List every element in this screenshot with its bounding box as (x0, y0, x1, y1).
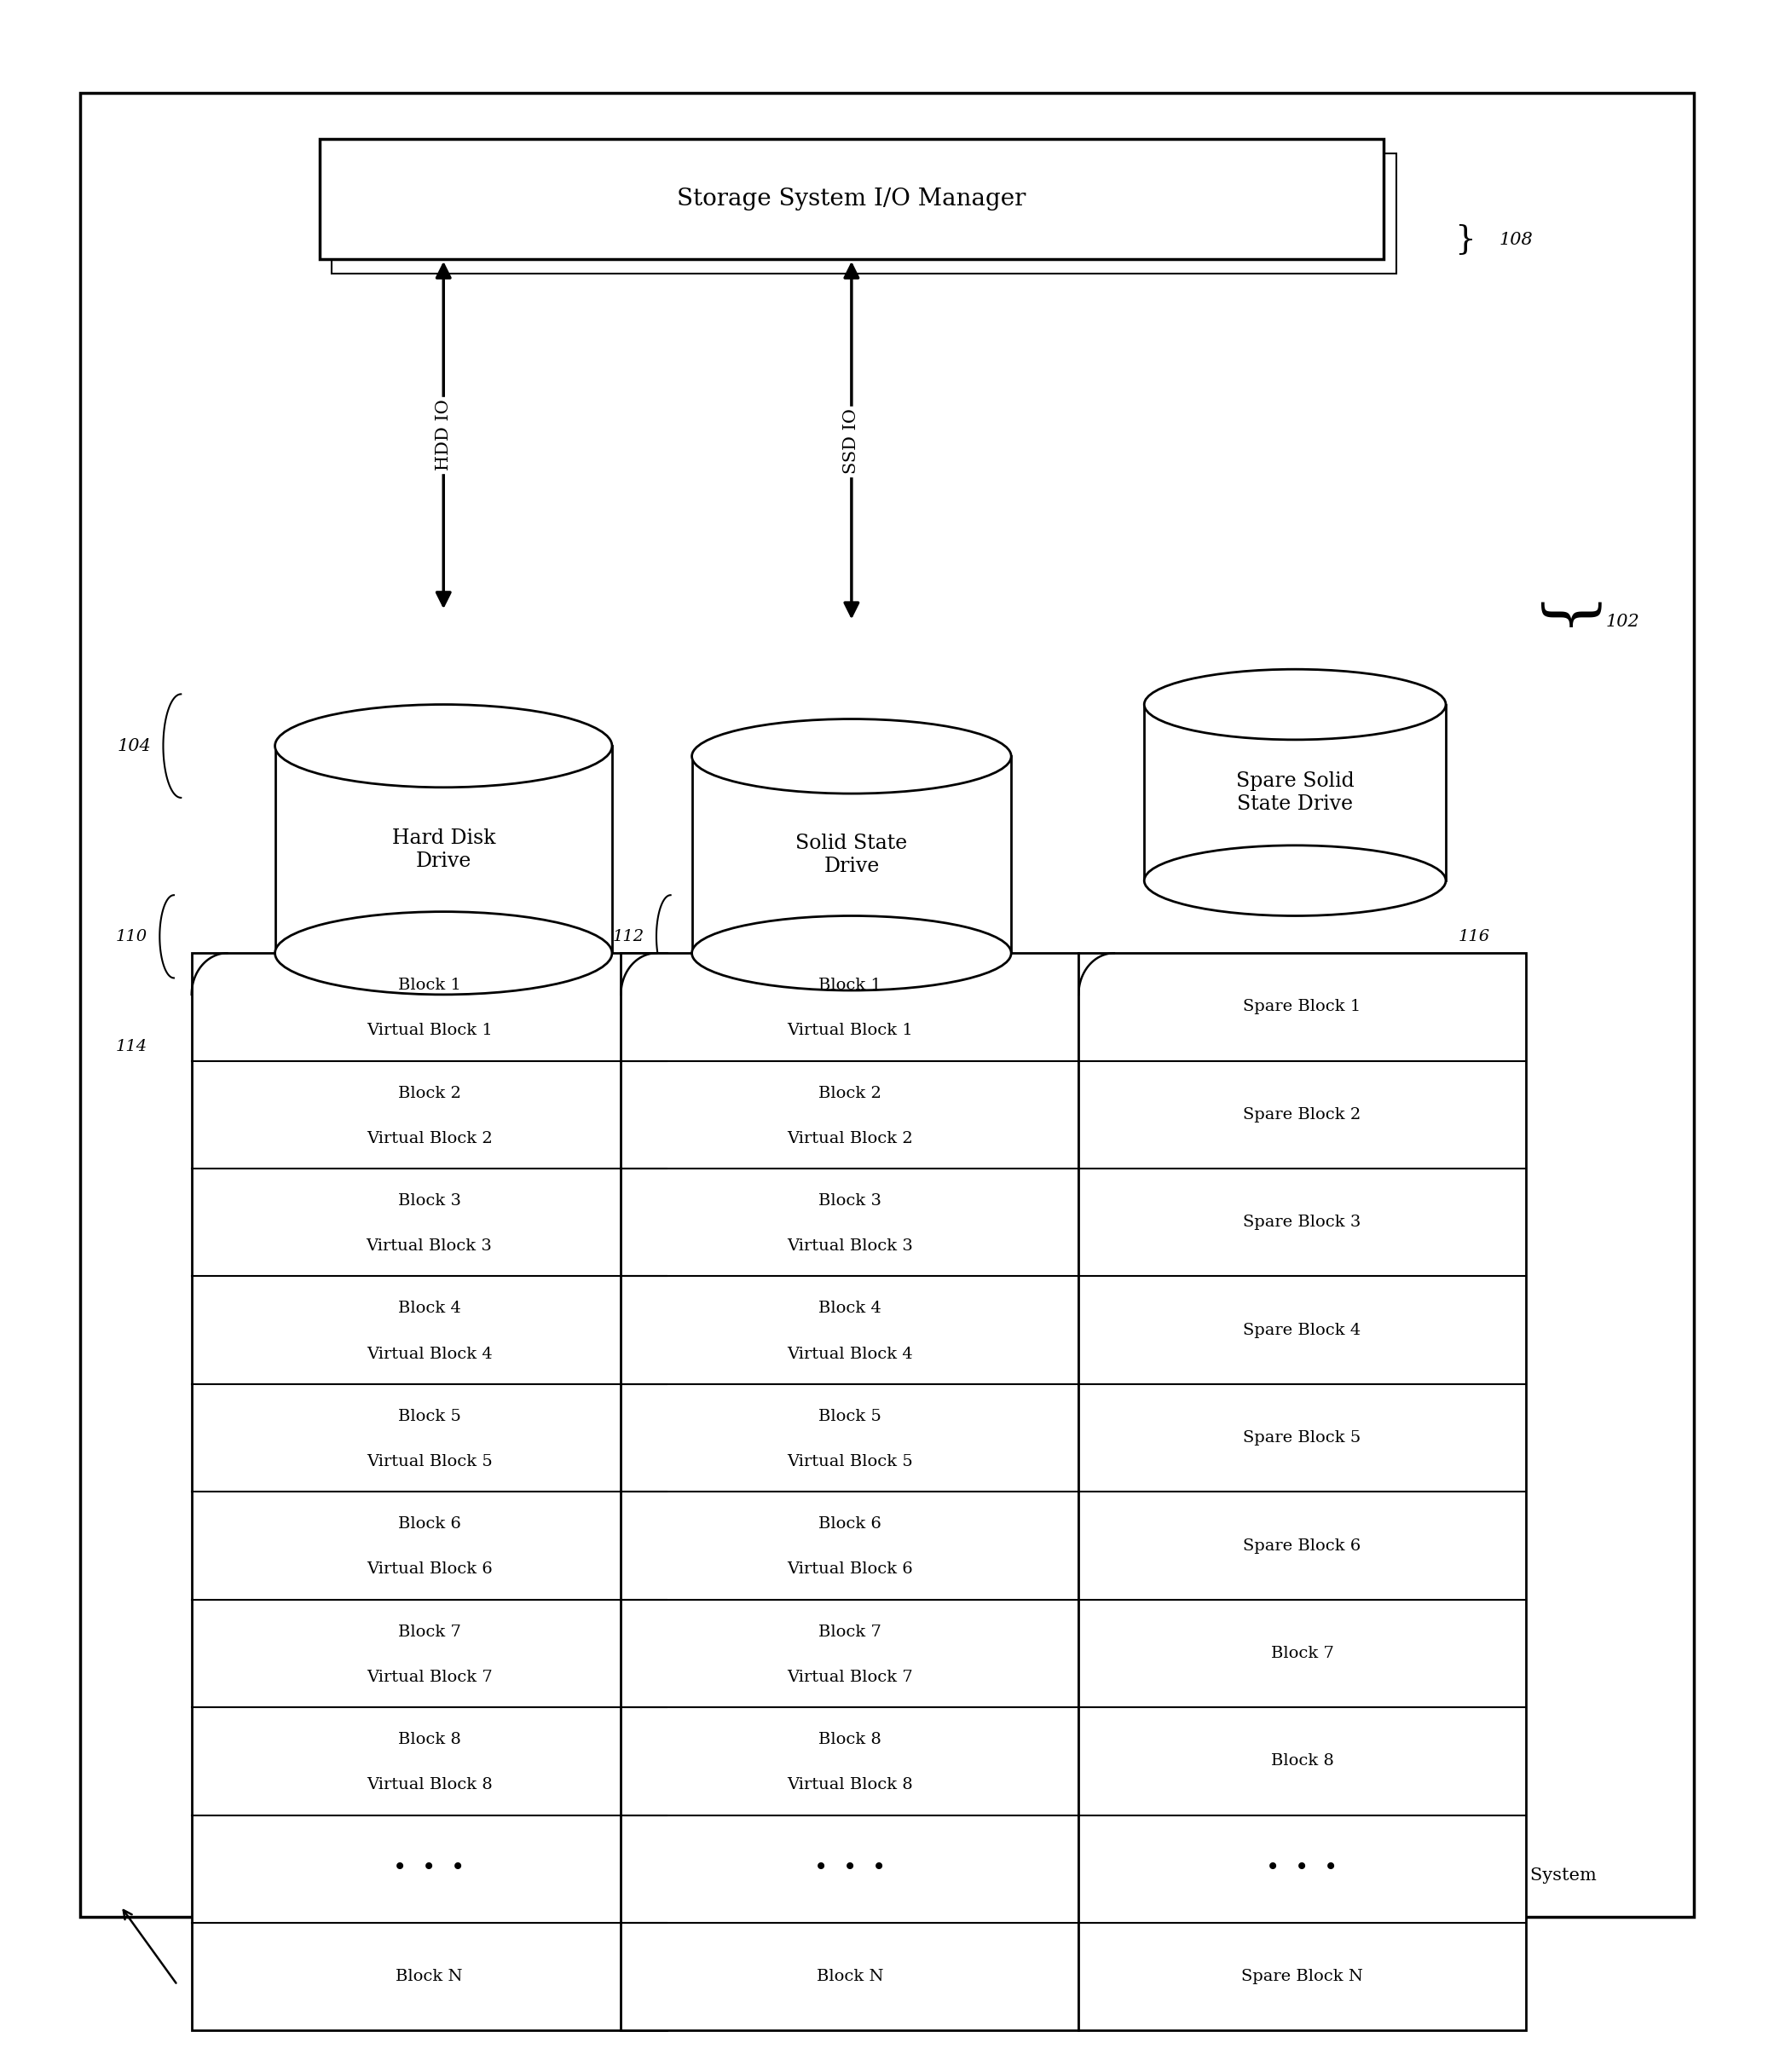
Ellipse shape (275, 704, 612, 787)
Text: Block N: Block N (816, 1968, 883, 1985)
Text: Solid State
Drive: Solid State Drive (795, 833, 908, 876)
FancyBboxPatch shape (692, 756, 1011, 953)
Text: 114: 114 (115, 1038, 147, 1055)
Text: Block 1: Block 1 (397, 978, 461, 992)
Text: Spare Block 5: Spare Block 5 (1244, 1430, 1361, 1446)
Text: Virtual Block 7: Virtual Block 7 (788, 1670, 912, 1685)
Text: 102: 102 (1605, 613, 1639, 630)
Text: Hard Disk
Drive: Hard Disk Drive (392, 829, 495, 870)
Ellipse shape (692, 916, 1011, 990)
Text: Block 4: Block 4 (818, 1301, 882, 1316)
Text: Block 2: Block 2 (397, 1086, 461, 1100)
FancyBboxPatch shape (319, 139, 1384, 259)
Text: 114: 114 (607, 1038, 639, 1055)
Text: HDD IO: HDD IO (435, 400, 452, 470)
Text: Block 7: Block 7 (818, 1624, 882, 1639)
Text: SSD IO: SSD IO (843, 408, 860, 474)
Text: Block 6: Block 6 (397, 1517, 461, 1531)
Text: Virtual Block 2: Virtual Block 2 (367, 1131, 491, 1146)
FancyBboxPatch shape (80, 93, 1694, 1917)
Text: Spare Solid
State Drive: Spare Solid State Drive (1236, 771, 1354, 814)
Text: •  •  •: • • • (814, 1857, 885, 1881)
FancyBboxPatch shape (1144, 704, 1446, 881)
Text: Virtual Block 6: Virtual Block 6 (788, 1562, 912, 1577)
Text: •  •  •: • • • (394, 1857, 465, 1881)
Text: Block 3: Block 3 (818, 1193, 882, 1208)
Text: }: } (1455, 224, 1476, 257)
Ellipse shape (1144, 669, 1446, 740)
Text: }: } (1529, 601, 1593, 642)
Text: 100: 100 (231, 2008, 264, 2024)
FancyBboxPatch shape (275, 746, 612, 953)
Text: Virtual Block 2: Virtual Block 2 (788, 1131, 912, 1146)
Text: Virtual Block 6: Virtual Block 6 (367, 1562, 491, 1577)
FancyBboxPatch shape (192, 953, 667, 2031)
FancyBboxPatch shape (1079, 953, 1526, 2031)
Text: 106: 106 (846, 758, 880, 775)
Text: Spare Block 6: Spare Block 6 (1244, 1537, 1361, 1554)
Text: 104: 104 (117, 738, 151, 754)
Text: Block 8: Block 8 (1270, 1753, 1334, 1769)
Text: Virtual Block 7: Virtual Block 7 (367, 1670, 491, 1685)
Text: Spare Block 2: Spare Block 2 (1244, 1106, 1361, 1123)
Text: Storage System: Storage System (1453, 1867, 1597, 1883)
Text: Block N: Block N (396, 1968, 463, 1985)
Text: 112: 112 (612, 928, 644, 945)
Ellipse shape (275, 912, 612, 995)
FancyBboxPatch shape (332, 153, 1396, 274)
Text: Block 7: Block 7 (397, 1624, 461, 1639)
Text: Spare Block 3: Spare Block 3 (1244, 1214, 1361, 1231)
Text: Virtual Block 8: Virtual Block 8 (367, 1778, 491, 1792)
Text: Block 5: Block 5 (818, 1409, 882, 1423)
Text: Block 2: Block 2 (818, 1086, 882, 1100)
FancyBboxPatch shape (621, 953, 1079, 2031)
Text: •  •  •: • • • (1267, 1857, 1338, 1881)
Text: Storage System I/O Manager: Storage System I/O Manager (678, 186, 1025, 211)
Text: Virtual Block 8: Virtual Block 8 (788, 1778, 912, 1792)
Text: Virtual Block 1: Virtual Block 1 (788, 1024, 912, 1038)
Text: Virtual Block 3: Virtual Block 3 (786, 1239, 914, 1254)
Text: Block 8: Block 8 (818, 1732, 882, 1747)
Text: Block 6: Block 6 (818, 1517, 882, 1531)
Ellipse shape (692, 719, 1011, 794)
Text: Spare Block 4: Spare Block 4 (1244, 1322, 1361, 1339)
Text: Virtual Block 4: Virtual Block 4 (788, 1347, 912, 1361)
Text: Block 7: Block 7 (1270, 1645, 1334, 1662)
Text: 116: 116 (1458, 928, 1490, 945)
Text: Virtual Block 3: Virtual Block 3 (365, 1239, 493, 1254)
Text: Spare Block 1: Spare Block 1 (1244, 999, 1361, 1015)
Text: Block 1: Block 1 (818, 978, 882, 992)
Text: Block 5: Block 5 (397, 1409, 461, 1423)
Text: Virtual Block 4: Virtual Block 4 (367, 1347, 491, 1361)
Text: Block 8: Block 8 (397, 1732, 461, 1747)
Text: 108: 108 (1499, 232, 1533, 249)
Text: Virtual Block 5: Virtual Block 5 (367, 1455, 491, 1469)
Text: Virtual Block 5: Virtual Block 5 (788, 1455, 912, 1469)
Ellipse shape (1144, 845, 1446, 916)
Text: Spare Block N: Spare Block N (1242, 1968, 1362, 1985)
Text: Block 3: Block 3 (397, 1193, 461, 1208)
Text: Virtual Block 1: Virtual Block 1 (367, 1024, 491, 1038)
Text: Block 4: Block 4 (397, 1301, 461, 1316)
Text: 110: 110 (115, 928, 147, 945)
